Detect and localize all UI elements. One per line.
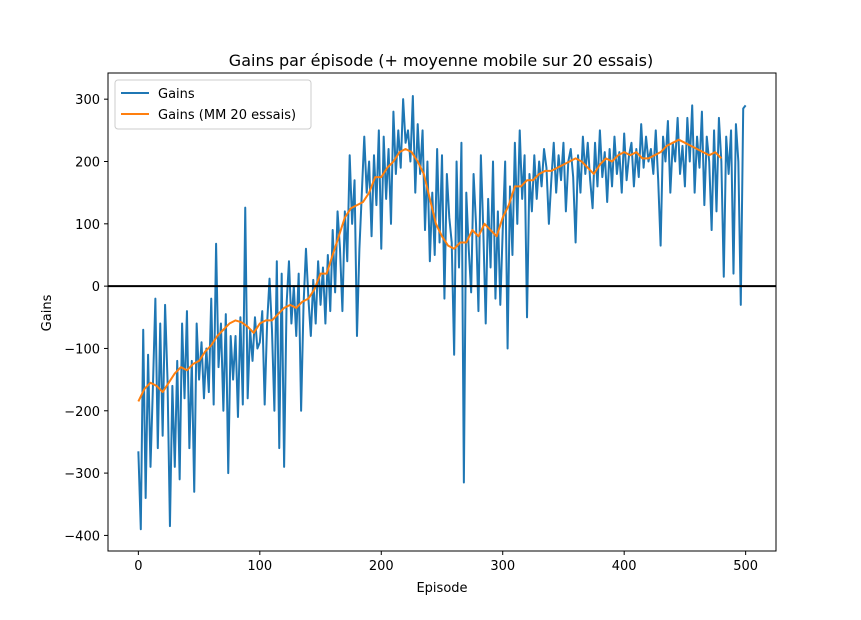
y-axis-label: Gains (40, 294, 55, 331)
legend-label-gains: Gains (158, 87, 195, 102)
x-tick-label: 0 (134, 559, 142, 574)
x-tick-label: 500 (733, 559, 758, 574)
x-tick-label: 400 (612, 559, 637, 574)
x-tick-label: 300 (490, 559, 515, 574)
y-tick-label: 300 (75, 93, 100, 108)
x-tick-label: 200 (369, 559, 394, 574)
series-line-gains (137, 95, 747, 531)
plot-area (108, 95, 776, 531)
x-tick-label: 100 (247, 559, 272, 574)
series-line-moving-average (137, 138, 723, 402)
plot-frame (107, 72, 777, 552)
legend-box (114, 79, 312, 130)
chart-title: Gains par épisode (+ moyenne mobile sur … (229, 51, 653, 70)
y-tick-label: 200 (75, 155, 100, 170)
y-tick-label: −300 (64, 467, 100, 482)
y-tick-label: −100 (64, 342, 100, 357)
legend: Gains Gains (MM 20 essais) (114, 79, 312, 130)
x-axis: 0 100 200 300 400 500 (134, 551, 758, 574)
y-tick-label: 0 (92, 280, 100, 295)
y-tick-label: −200 (64, 405, 100, 420)
y-tick-label: 100 (75, 218, 100, 233)
y-axis: −400 −300 −200 −100 0 100 200 300 (64, 93, 108, 544)
y-tick-label: −400 (64, 529, 100, 544)
legend-label-moving-average: Gains (MM 20 essais) (158, 108, 296, 123)
x-axis-label: Episode (416, 581, 467, 596)
